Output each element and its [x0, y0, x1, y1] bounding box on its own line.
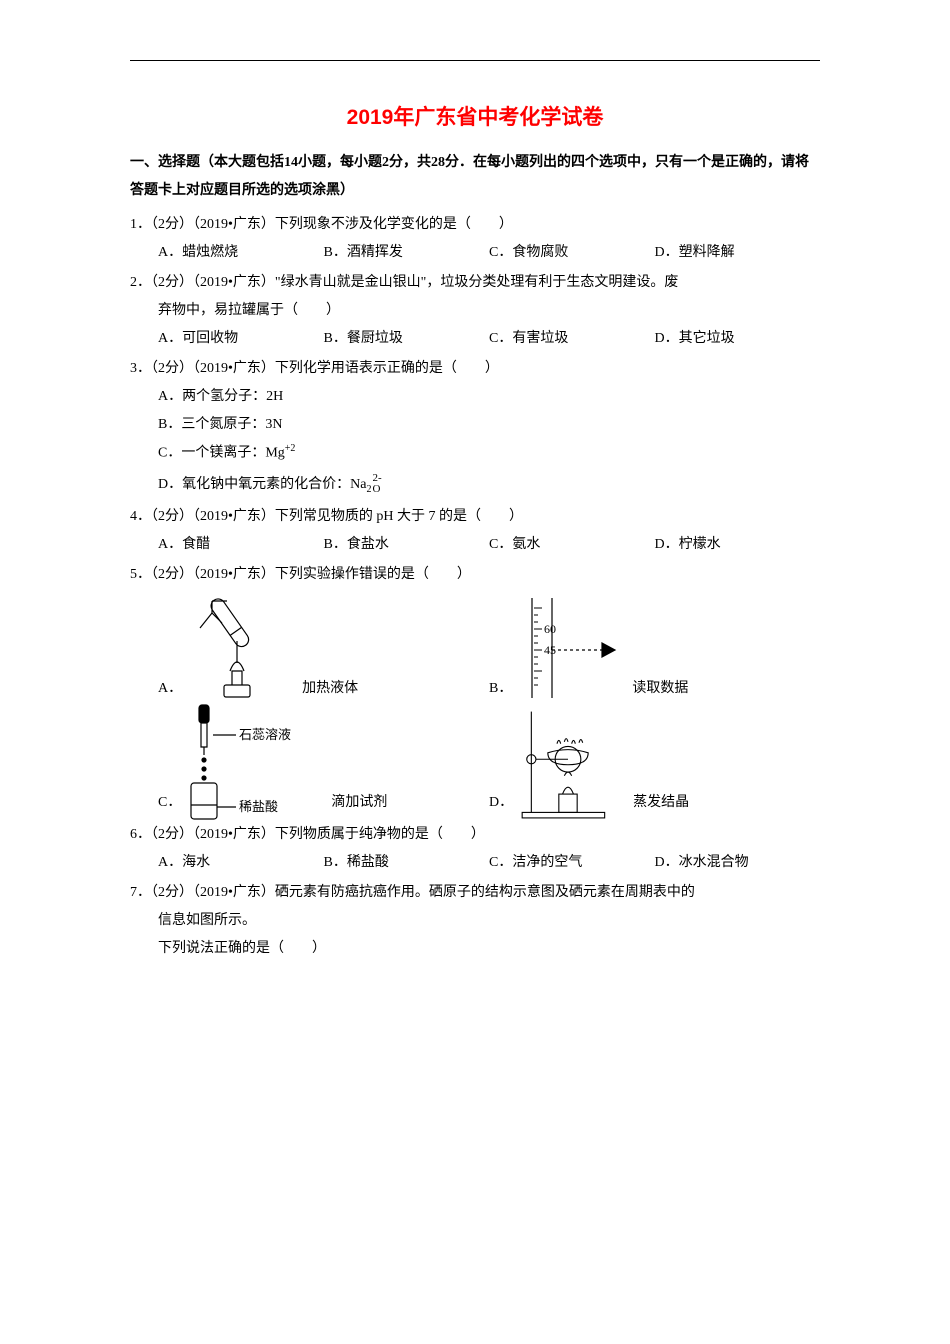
q4-options: A．食醋 B．食盐水 C．氨水 D．柠檬水 — [130, 531, 820, 559]
q5-row-1: A． — [130, 593, 820, 703]
q3-d-sub: 2 — [366, 483, 371, 494]
q2-stem: 2．（2分）（2019•广东）"绿水青山就是金山银山"，垃圾分类处理有利于生态文… — [130, 269, 820, 297]
litmus-label: 石蕊溶液 — [239, 727, 291, 742]
q5-cell-d: D． — [489, 707, 820, 817]
q4-option-b: B．食盐水 — [324, 531, 490, 559]
q6-stem: 6．（2分）（2019•广东）下列物质属于纯净物的是（ ） — [130, 821, 820, 849]
q5-b-caption: 读取数据 — [632, 675, 688, 703]
q3-c-prefix: C．一个镁离子：Mg — [158, 446, 285, 461]
q2-options: A．可回收物 B．餐厨垃圾 C．有害垃圾 D．其它垃圾 — [130, 325, 820, 353]
q1-stem: 1．（2分）（2019•广东）下列现象不涉及化学变化的是（ ） — [130, 211, 820, 239]
q7-stem-3: 下列说法正确的是（ ） — [130, 935, 820, 963]
q2-stem-2: 弃物中，易拉罐属于（ ） — [130, 297, 820, 325]
q5-c-caption: 滴加试剂 — [331, 789, 387, 817]
q1-option-d: D．塑料降解 — [655, 239, 821, 267]
q5-cell-c: C． 石蕊溶液 — [158, 707, 489, 817]
q4-option-c: C．氨水 — [489, 531, 655, 559]
question-6: 6．（2分）（2019•广东）下列物质属于纯净物的是（ ） A．海水 B．稀盐酸… — [130, 821, 820, 877]
q7-stem: 7．（2分）（2019•广东）硒元素有防癌抗癌作用。硒原子的结构示意图及硒元素在… — [130, 879, 820, 907]
q3-options: A．两个氢分子：2H B．三个氮原子：3N C．一个镁离子：Mg+2 D．氧化钠… — [130, 383, 820, 501]
q1-options: A．蜡烛燃烧 B．酒精挥发 C．食物腐败 D．塑料降解 — [130, 239, 820, 267]
q2-option-a: A．可回收物 — [158, 325, 324, 353]
q4-option-d: D．柠檬水 — [655, 531, 821, 559]
q5-cell-b: B． — [489, 593, 820, 703]
q6-option-d: D．冰水混合物 — [655, 849, 821, 877]
question-3: 3．（2分）（2019•广东）下列化学用语表示正确的是（ ） A．两个氢分子：2… — [130, 355, 820, 501]
q6-option-a: A．海水 — [158, 849, 324, 877]
q3-option-c: C．一个镁离子：Mg+2 — [158, 439, 820, 468]
q1-option-a: A．蜡烛燃烧 — [158, 239, 324, 267]
q5-row-2: C． 石蕊溶液 — [130, 707, 820, 817]
q1-option-b: B．酒精挥发 — [324, 239, 490, 267]
q7-stem-2: 信息如图所示。 — [130, 907, 820, 935]
question-7: 7．（2分）（2019•广东）硒元素有防癌抗癌作用。硒原子的结构示意图及硒元素在… — [130, 879, 820, 963]
q3-d-stack: 2-O — [372, 473, 381, 495]
q5-cell-a: A． — [158, 593, 489, 703]
evaporation-diagram — [513, 707, 623, 817]
dropping-reagent-diagram: 石蕊溶液 稀盐酸 — [181, 707, 321, 817]
q5-b-label: B． — [489, 675, 512, 703]
q3-option-d: D．氧化钠中氧元素的化合价：Na22-O — [158, 468, 820, 502]
question-2: 2．（2分）（2019•广东）"绿水青山就是金山银山"，垃圾分类处理有利于生态文… — [130, 269, 820, 353]
section-header: 一、选择题（本大题包括14小题，每小题2分，共28分．在每小题列出的四个选项中，… — [130, 149, 820, 205]
exam-page: 2019年广东省中考化学试卷 一、选择题（本大题包括14小题，每小题2分，共28… — [0, 0, 950, 1005]
hcl-label: 稀盐酸 — [239, 799, 278, 814]
q5-d-label: D． — [489, 789, 513, 817]
heating-liquid-diagram — [182, 593, 292, 703]
q6-option-c: C．洁净的空气 — [489, 849, 655, 877]
q1-option-c: C．食物腐败 — [489, 239, 655, 267]
question-5: 5．（2分）（2019•广东）下列实验操作错误的是（ ） A． — [130, 561, 820, 817]
q5-a-label: A． — [158, 675, 182, 703]
q4-option-a: A．食醋 — [158, 531, 324, 559]
q3-d-prefix: D．氧化钠中氧元素的化合价：Na — [158, 477, 366, 492]
q3-option-b: B．三个氮原子：3N — [158, 411, 820, 439]
q4-stem: 4．（2分）（2019•广东）下列常见物质的 pH 大于 7 的是（ ） — [130, 503, 820, 531]
q2-option-c: C．有害垃圾 — [489, 325, 655, 353]
q2-option-b: B．餐厨垃圾 — [324, 325, 490, 353]
q6-options: A．海水 B．稀盐酸 C．洁净的空气 D．冰水混合物 — [130, 849, 820, 877]
q3-stem: 3．（2分）（2019•广东）下列化学用语表示正确的是（ ） — [130, 355, 820, 383]
question-4: 4．（2分）（2019•广东）下列常见物质的 pH 大于 7 的是（ ） A．食… — [130, 503, 820, 559]
header-rule — [130, 60, 820, 61]
reading-scale-diagram: 60 45 — [512, 593, 622, 703]
exam-title: 2019年广东省中考化学试卷 — [130, 101, 820, 131]
scale-60: 60 — [544, 622, 556, 636]
q5-stem: 5．（2分）（2019•广东）下列实验操作错误的是（ ） — [130, 561, 820, 589]
q3-option-a: A．两个氢分子：2H — [158, 383, 820, 411]
q6-option-b: B．稀盐酸 — [324, 849, 490, 877]
q2-option-d: D．其它垃圾 — [655, 325, 821, 353]
q3-c-sup: +2 — [285, 443, 296, 454]
q3-d-stack-bot: O — [372, 484, 381, 495]
q5-d-caption: 蒸发结晶 — [633, 789, 689, 817]
question-1: 1．（2分）（2019•广东）下列现象不涉及化学变化的是（ ） A．蜡烛燃烧 B… — [130, 211, 820, 267]
q5-c-label: C． — [158, 789, 181, 817]
